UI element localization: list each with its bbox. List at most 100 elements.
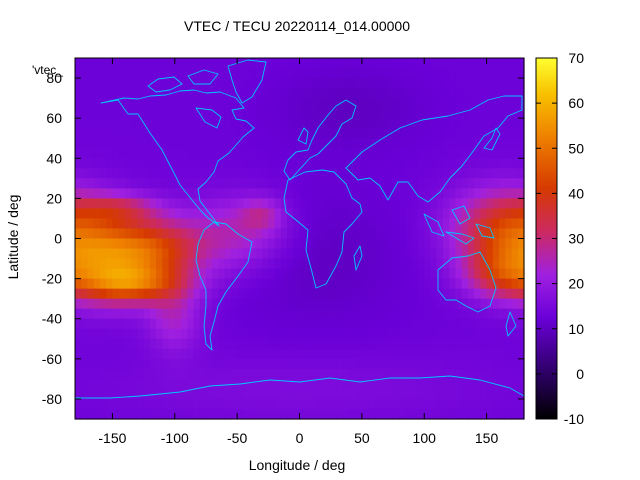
- heatmap-cell: [143, 298, 151, 310]
- heatmap-cell: [318, 198, 326, 210]
- colorbar-tick-label: 70: [568, 50, 584, 66]
- heatmap-cell: [349, 408, 357, 420]
- heatmap-cell: [343, 308, 350, 320]
- heatmap-cell: [318, 188, 326, 199]
- heatmap-cell: [131, 288, 138, 300]
- coast-britain: [297, 127, 309, 145]
- heatmap-cell: [224, 168, 232, 179]
- heatmap-cell: [162, 68, 170, 79]
- heatmap-cell: [137, 138, 145, 149]
- heatmap-cell: [374, 278, 382, 290]
- heatmap-cell: [112, 318, 120, 330]
- heatmap-cell: [417, 268, 425, 280]
- heatmap-cell: [112, 248, 120, 260]
- heatmap-cell: [343, 58, 350, 69]
- heatmap-cell: [237, 348, 244, 360]
- heatmap-cell: [492, 308, 500, 320]
- heatmap-cell: [449, 308, 457, 320]
- series-label: 'vtec_: [32, 63, 63, 77]
- heatmap-cell: [137, 328, 145, 340]
- heatmap-cell: [237, 258, 244, 270]
- heatmap-cell: [386, 238, 394, 250]
- heatmap-cell: [218, 178, 226, 189]
- heatmap-cell: [293, 228, 301, 240]
- heatmap-cell: [393, 308, 400, 320]
- heatmap-cell: [112, 298, 120, 310]
- heatmap-cell: [212, 138, 220, 149]
- heatmap-cell: [280, 368, 288, 380]
- heatmap-cell: [93, 308, 101, 320]
- heatmap-cell: [87, 308, 95, 320]
- colorbar-tick-label: 20: [568, 276, 584, 292]
- heatmap-cell: [81, 218, 89, 230]
- heatmap-cell: [149, 368, 157, 380]
- heatmap-cell: [355, 108, 363, 119]
- heatmap-cell: [492, 118, 500, 129]
- y-tick-label: 40: [46, 150, 62, 166]
- heatmap-cell: [212, 238, 220, 250]
- heatmap-cell: [411, 278, 419, 290]
- heatmap-cell: [137, 88, 145, 99]
- heatmap-cell: [230, 188, 238, 199]
- heatmap-cell: [162, 118, 170, 129]
- heatmap-cell: [380, 318, 388, 330]
- heatmap-cell: [417, 278, 425, 290]
- heatmap-cell: [380, 98, 388, 109]
- heatmap-cell: [355, 268, 363, 280]
- heatmap-cell: [467, 78, 475, 89]
- heatmap-cell: [255, 118, 263, 129]
- heatmap-cell: [430, 78, 438, 89]
- heatmap-cell: [449, 208, 457, 220]
- heatmap-cell: [75, 238, 82, 250]
- heatmap-cell: [262, 228, 269, 240]
- heatmap-cell: [343, 278, 350, 290]
- heatmap-cell: [399, 218, 407, 230]
- heatmap-cell: [75, 328, 82, 340]
- heatmap-cell: [361, 228, 369, 240]
- heatmap-cell: [324, 338, 332, 350]
- heatmap-cell: [230, 98, 238, 109]
- heatmap-cell: [349, 158, 357, 169]
- heatmap-cell: [299, 248, 307, 260]
- heatmap-cell: [268, 248, 276, 260]
- heatmap-cell: [287, 348, 294, 360]
- heatmap-cell: [255, 188, 263, 199]
- heatmap-cell: [131, 58, 138, 69]
- heatmap-cell: [156, 348, 163, 360]
- heatmap-cell: [230, 178, 238, 189]
- heatmap-cell: [168, 108, 176, 119]
- heatmap-cell: [262, 128, 269, 139]
- heatmap-cell: [187, 368, 195, 380]
- heatmap-cell: [355, 248, 363, 260]
- heatmap-cell: [218, 388, 226, 400]
- heatmap-cell: [343, 98, 350, 109]
- heatmap-cell: [205, 198, 213, 210]
- heatmap-cell: [293, 98, 301, 109]
- heatmap-cell: [162, 88, 170, 99]
- heatmap-cell: [349, 58, 357, 69]
- heatmap-cell: [230, 278, 238, 290]
- heatmap-cell: [137, 368, 145, 380]
- heatmap-cell: [124, 378, 132, 390]
- heatmap-cell: [499, 358, 506, 370]
- heatmap-cell: [162, 248, 170, 260]
- heatmap-cell: [305, 328, 313, 340]
- heatmap-cell: [199, 108, 207, 119]
- heatmap-cell: [149, 198, 157, 210]
- heatmap-cell: [149, 348, 157, 360]
- heatmap-cell: [106, 358, 114, 370]
- heatmap-cell: [430, 348, 438, 360]
- heatmap-cell: [118, 208, 126, 220]
- heatmap-cell: [131, 338, 138, 350]
- heatmap-cell: [249, 408, 257, 420]
- heatmap-cell: [143, 148, 151, 159]
- heatmap-cell: [336, 358, 344, 370]
- heatmap-cell: [424, 308, 432, 320]
- heatmap-cell: [311, 88, 319, 99]
- heatmap-cell: [480, 128, 488, 139]
- heatmap-cell: [118, 58, 126, 69]
- heatmap-cell: [486, 208, 494, 220]
- heatmap-cell: [424, 218, 432, 230]
- heatmap-cell: [499, 288, 506, 300]
- heatmap-cell: [505, 368, 513, 380]
